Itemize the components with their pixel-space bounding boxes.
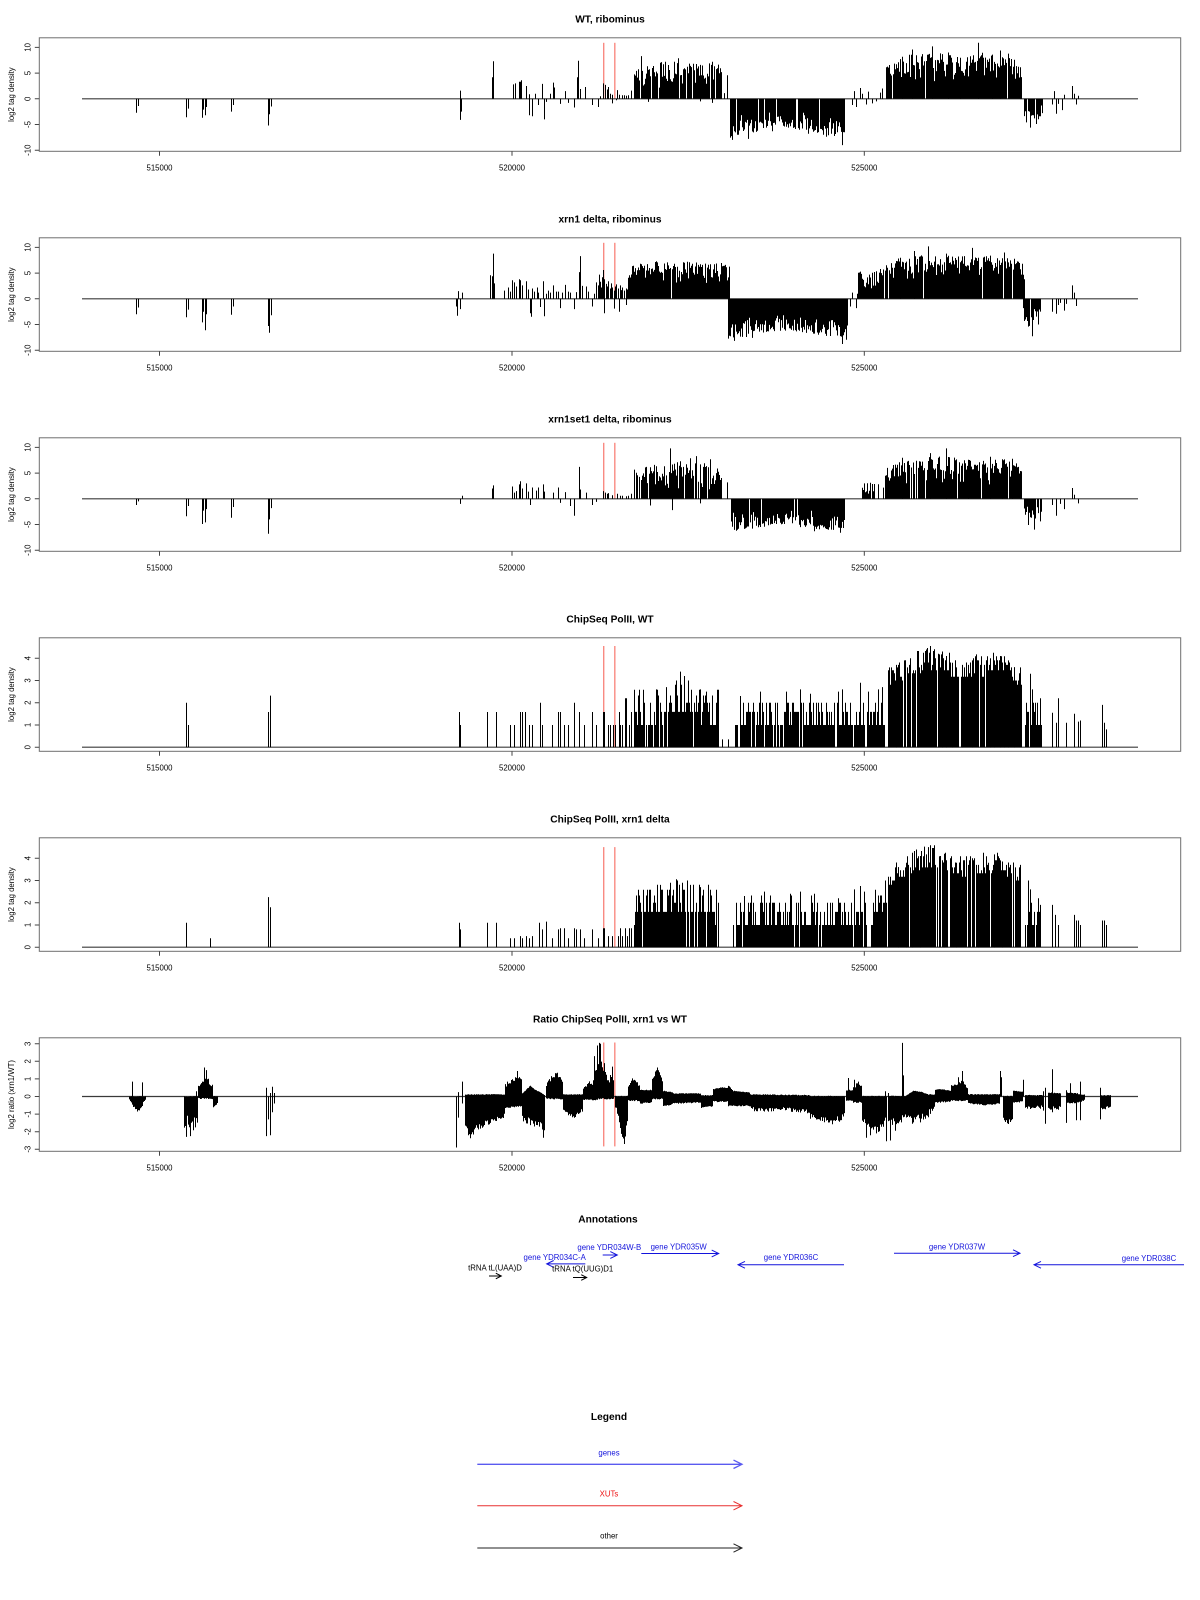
svg-text:5: 5 (24, 270, 33, 275)
svg-text:-10: -10 (24, 544, 33, 556)
svg-text:1: 1 (24, 923, 33, 927)
svg-text:tRNA tL(UAA)D: tRNA tL(UAA)D (468, 1264, 522, 1273)
svg-text:gene YDR034C-A: gene YDR034C-A (524, 1253, 587, 1262)
svg-text:log2 tag density: log2 tag density (7, 667, 16, 722)
svg-text:515000: 515000 (146, 163, 173, 172)
svg-text:10: 10 (24, 42, 33, 51)
svg-text:gene YDR035W: gene YDR035W (651, 1243, 708, 1252)
svg-text:gene YDR036C: gene YDR036C (764, 1253, 819, 1262)
svg-text:-2: -2 (24, 1128, 33, 1135)
svg-text:gene YDR034W-B: gene YDR034W-B (577, 1243, 641, 1252)
svg-text:520000: 520000 (499, 363, 526, 372)
svg-text:3: 3 (24, 878, 33, 882)
svg-text:Ratio ChipSeq PolII, xrn1 vs W: Ratio ChipSeq PolII, xrn1 vs WT (533, 1014, 688, 1025)
svg-text:log2 tag density: log2 tag density (7, 67, 16, 122)
svg-text:1: 1 (24, 723, 33, 727)
svg-text:0: 0 (24, 744, 33, 749)
svg-text:WT, ribominus: WT, ribominus (575, 14, 645, 25)
svg-text:2: 2 (24, 701, 33, 705)
svg-text:525000: 525000 (851, 1163, 878, 1172)
svg-text:log2 tag density: log2 tag density (7, 267, 16, 322)
svg-text:10: 10 (24, 242, 33, 251)
svg-text:log2 tag density: log2 tag density (7, 867, 16, 922)
svg-text:515000: 515000 (146, 1163, 173, 1172)
svg-text:-5: -5 (24, 520, 33, 528)
svg-text:gene YDR037W: gene YDR037W (929, 1243, 986, 1252)
svg-text:4: 4 (24, 855, 33, 860)
svg-text:525000: 525000 (851, 563, 878, 572)
svg-text:genes: genes (598, 1449, 619, 1458)
svg-text:xrn1set1 delta, ribominus: xrn1set1 delta, ribominus (548, 414, 672, 425)
svg-text:Legend: Legend (591, 1412, 627, 1423)
svg-text:5: 5 (24, 70, 33, 75)
svg-text:3: 3 (24, 678, 33, 682)
svg-text:520000: 520000 (499, 763, 526, 772)
svg-text:3: 3 (24, 1042, 33, 1046)
svg-text:5: 5 (24, 470, 33, 475)
svg-text:520000: 520000 (499, 1163, 526, 1172)
svg-text:Annotations: Annotations (578, 1214, 638, 1225)
svg-text:-5: -5 (24, 120, 33, 128)
svg-text:525000: 525000 (851, 363, 878, 372)
svg-text:525000: 525000 (851, 763, 878, 772)
svg-text:tRNA tQ(UUG)D1: tRNA tQ(UUG)D1 (552, 1264, 613, 1273)
svg-text:-3: -3 (24, 1146, 33, 1153)
svg-text:other: other (600, 1531, 618, 1540)
svg-text:-1: -1 (24, 1111, 33, 1118)
svg-text:-5: -5 (24, 320, 33, 328)
svg-text:525000: 525000 (851, 963, 878, 972)
svg-text:XUTs: XUTs (600, 1490, 619, 1499)
svg-text:-10: -10 (24, 144, 33, 156)
svg-text:0: 0 (24, 1094, 33, 1099)
svg-text:515000: 515000 (146, 763, 173, 772)
svg-text:0: 0 (24, 944, 33, 949)
svg-text:ChipSeq PolII, xrn1 delta: ChipSeq PolII, xrn1 delta (550, 814, 670, 825)
svg-text:gene YDR038C: gene YDR038C (1122, 1254, 1177, 1263)
svg-text:515000: 515000 (146, 363, 173, 372)
svg-text:1: 1 (24, 1077, 33, 1081)
svg-text:2: 2 (24, 901, 33, 905)
svg-text:515000: 515000 (146, 563, 173, 572)
svg-text:10: 10 (24, 442, 33, 451)
svg-text:log2 ratio (xrn1/WT): log2 ratio (xrn1/WT) (7, 1060, 16, 1129)
svg-text:520000: 520000 (499, 163, 526, 172)
svg-text:4: 4 (24, 655, 33, 660)
svg-text:2: 2 (24, 1059, 33, 1063)
svg-text:515000: 515000 (146, 963, 173, 972)
svg-text:ChipSeq PolII, WT: ChipSeq PolII, WT (566, 614, 654, 625)
svg-text:log2 tag density: log2 tag density (7, 467, 16, 522)
svg-text:520000: 520000 (499, 963, 526, 972)
svg-text:525000: 525000 (851, 163, 878, 172)
svg-text:0: 0 (24, 296, 33, 301)
svg-text:xrn1 delta, ribominus: xrn1 delta, ribominus (558, 214, 661, 225)
svg-text:0: 0 (24, 496, 33, 501)
svg-text:520000: 520000 (499, 563, 526, 572)
svg-text:-10: -10 (24, 344, 33, 356)
svg-text:0: 0 (24, 96, 33, 101)
